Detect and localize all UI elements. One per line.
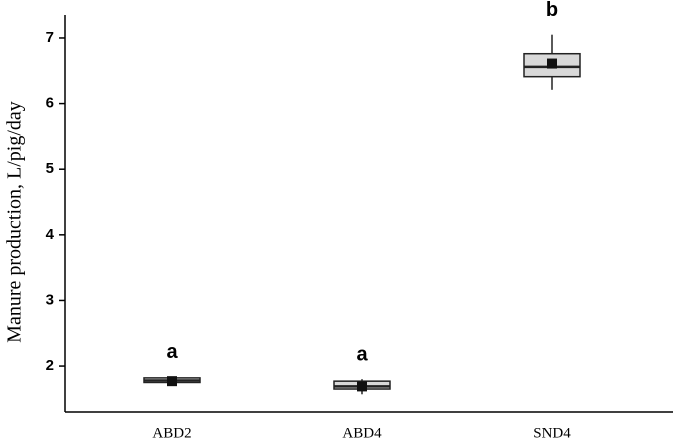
x-tick-label: ABD2	[152, 425, 191, 441]
annotation: a	[166, 341, 178, 363]
x-tick-label: ABD4	[342, 425, 382, 441]
y-tick-label: 5	[46, 160, 54, 177]
y-tick-label: 6	[46, 95, 54, 112]
x-tick-label: SND4	[533, 425, 571, 441]
mean-marker	[547, 58, 557, 69]
mean-marker	[167, 376, 177, 387]
mean-marker	[357, 381, 367, 392]
y-tick-label: 7	[46, 29, 54, 46]
y-tick-label: 2	[46, 357, 54, 374]
annotation: b	[546, 0, 558, 21]
annotation: a	[356, 343, 368, 365]
y-tick-label: 3	[46, 291, 54, 308]
y-tick-label: 4	[46, 226, 55, 243]
y-axis-label: Manure production, L/pig/day	[4, 101, 26, 343]
